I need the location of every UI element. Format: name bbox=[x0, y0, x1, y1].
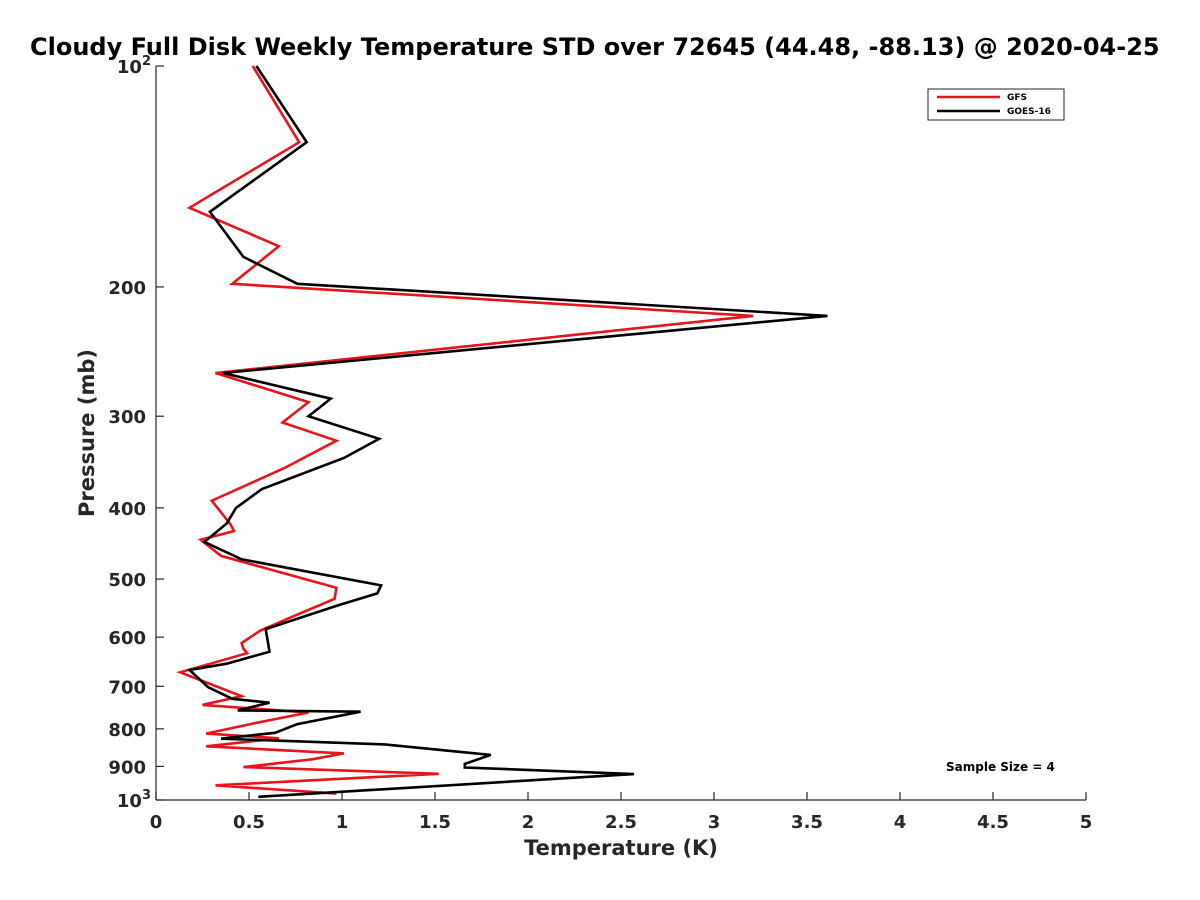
y-tick-label: 300 bbox=[108, 407, 146, 428]
x-tick-label: 3 bbox=[708, 812, 721, 833]
x-tick-label: 5 bbox=[1080, 812, 1093, 833]
x-tick-label: 2.5 bbox=[605, 812, 637, 833]
legend: GFS GOES-16 bbox=[927, 88, 1065, 121]
y-tick-label: 103 bbox=[117, 788, 151, 812]
y-tick-label: 400 bbox=[108, 499, 146, 520]
y-tick-label: 600 bbox=[108, 628, 146, 649]
x-tick-label: 1 bbox=[336, 812, 349, 833]
sample-size-annotation: Sample Size = 4 bbox=[946, 760, 1055, 774]
x-tick-label: 0 bbox=[150, 812, 163, 833]
y-tick-label: 900 bbox=[108, 757, 146, 778]
legend-label-gfs: GFS bbox=[1007, 93, 1027, 103]
y-tick-label: 102 bbox=[117, 54, 151, 78]
x-tick-label: 0.5 bbox=[233, 812, 265, 833]
y-ticks: 102 200 300 400 500 600 700 800 900 103 bbox=[108, 54, 164, 812]
y-tick-label: 200 bbox=[108, 278, 146, 299]
y-tick-label: 500 bbox=[108, 570, 146, 591]
x-tick-label: 3.5 bbox=[791, 812, 823, 833]
y-tick-label: 800 bbox=[108, 720, 146, 741]
legend-label-goes-16: GOES-16 bbox=[1007, 107, 1051, 117]
series-lines bbox=[176, 65, 828, 799]
y-axis-label: Pressure (mb) bbox=[75, 349, 99, 517]
x-tick-label: 4 bbox=[894, 812, 907, 833]
series-line-gfs bbox=[176, 65, 754, 795]
series-line-goes-16 bbox=[186, 65, 828, 799]
x-tick-label: 4.5 bbox=[977, 812, 1009, 833]
x-tick-label: 2 bbox=[522, 812, 535, 833]
x-axis-label: Temperature (K) bbox=[524, 836, 718, 860]
x-tick-label: 1.5 bbox=[419, 812, 451, 833]
x-ticks: 0 0.5 1 1.5 2 2.5 3 3.5 4 4.5 5 bbox=[150, 792, 1093, 833]
legend-box bbox=[927, 88, 1065, 121]
chart-title: Cloudy Full Disk Weekly Temperature STD … bbox=[30, 33, 1160, 61]
y-tick-label: 700 bbox=[108, 677, 146, 698]
